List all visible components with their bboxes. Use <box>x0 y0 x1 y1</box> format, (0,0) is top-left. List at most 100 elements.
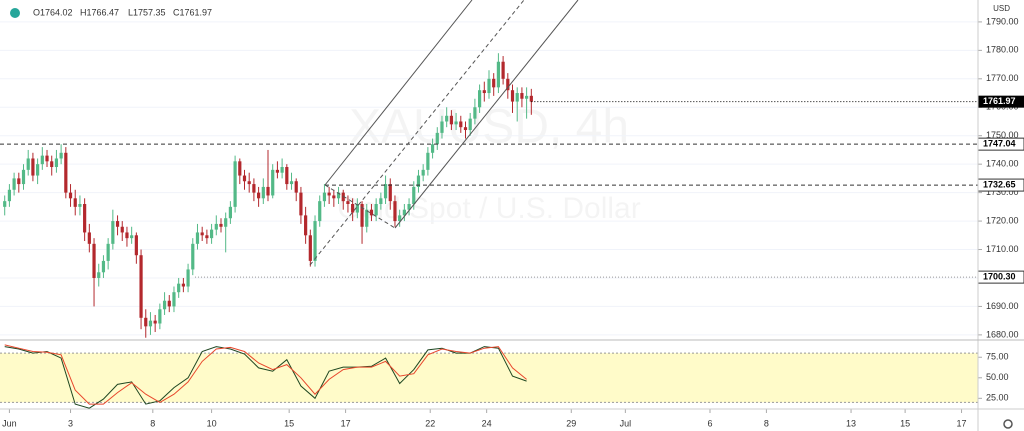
stoch-line <box>4 344 527 405</box>
candle-body <box>12 178 16 190</box>
candle-body <box>21 169 26 185</box>
x-tick-label: Jun <box>2 418 17 428</box>
channel-line <box>324 0 473 186</box>
y-tick-label: 1720.00 <box>986 215 1019 225</box>
candle-body <box>271 169 275 196</box>
price-label: 1747.04 <box>983 139 1016 149</box>
watermark: XAUUSD, 4h <box>349 101 629 154</box>
candle-body <box>318 201 322 222</box>
ohlc-high: H1766.47 <box>80 7 119 17</box>
status-icon[interactable] <box>10 8 20 18</box>
candle-body <box>266 186 270 196</box>
last-price-label: 1761.97 <box>983 96 1016 106</box>
candle-body <box>520 93 524 99</box>
candle-body <box>257 192 261 199</box>
candle-body <box>153 320 157 324</box>
price-label: 1732.65 <box>983 179 1016 189</box>
candle-body <box>510 90 515 102</box>
candle-body <box>177 283 181 293</box>
candle-body <box>515 93 519 102</box>
candle-body <box>87 232 91 244</box>
candle-body <box>167 300 171 307</box>
candle-body <box>205 235 209 239</box>
candle-body <box>294 181 298 193</box>
channel-line <box>394 0 579 229</box>
candle-body <box>195 232 200 244</box>
candle-body <box>130 235 134 239</box>
settings-icon[interactable] <box>1003 419 1013 429</box>
x-tick-label: 6 <box>707 418 712 428</box>
candle-body <box>73 198 77 207</box>
band <box>0 353 978 403</box>
candle-body <box>454 121 458 125</box>
candle-body <box>308 235 312 261</box>
candle-body <box>261 186 265 199</box>
candle-body <box>365 209 369 227</box>
candle-body <box>134 235 138 256</box>
candle-body <box>449 115 453 125</box>
candle-body <box>191 243 195 270</box>
candle-body <box>430 144 435 153</box>
candle-body <box>214 223 218 230</box>
candle-body <box>393 201 397 222</box>
candle-body <box>181 283 185 287</box>
candle-body <box>50 161 54 168</box>
candle-body <box>336 192 341 199</box>
y-tick-label: 75.00 <box>986 352 1009 362</box>
candle-body <box>304 215 308 236</box>
candle-body <box>383 184 388 199</box>
candle-body <box>54 158 59 168</box>
candle-body <box>341 192 345 202</box>
x-tick-label: 3 <box>68 418 73 428</box>
candle-body <box>421 169 425 176</box>
candle-body <box>440 121 444 133</box>
candle-body <box>78 204 82 207</box>
candle-body <box>332 195 336 199</box>
candle-body <box>468 118 472 131</box>
candle-body <box>501 61 505 79</box>
candle-body <box>407 204 411 210</box>
ohlc-open: O1764.02 <box>33 7 73 17</box>
candle-body <box>275 169 280 173</box>
y-tick-label: 1680.00 <box>986 329 1019 339</box>
y-tick-label: 1770.00 <box>986 73 1019 83</box>
y-tick-label: 1750.00 <box>986 130 1019 140</box>
y-tick-label: 1710.00 <box>986 244 1019 254</box>
candle-body <box>233 161 237 207</box>
candle-body <box>322 192 327 202</box>
ohlc-close: C1761.97 <box>173 7 212 17</box>
x-tick-label: Jul <box>620 418 632 428</box>
candle-body <box>40 155 44 165</box>
candle-body <box>3 201 7 207</box>
candle-body <box>487 78 491 94</box>
candle-body <box>17 178 21 185</box>
candle-body <box>45 155 49 162</box>
candle-body <box>125 232 129 239</box>
candle-body <box>463 127 468 131</box>
candle-body <box>402 209 406 216</box>
x-tick-label: 13 <box>846 418 856 428</box>
candle-body <box>459 121 463 128</box>
candle-body <box>120 226 124 233</box>
y-tick-label: 1690.00 <box>986 301 1019 311</box>
candle-body <box>158 309 162 324</box>
x-tick-label: 15 <box>284 418 294 428</box>
candle-body <box>285 167 289 185</box>
y-tick-label: 1780.00 <box>986 45 1019 55</box>
candle-body <box>525 95 529 99</box>
price-label: 1700.30 <box>983 271 1016 281</box>
candle-body <box>351 204 355 213</box>
candle-body <box>200 232 204 236</box>
channel-drawing <box>309 0 579 266</box>
candle-body <box>492 78 496 88</box>
candle-body <box>426 152 430 170</box>
watermark: Gold Spot / U.S. Dollar <box>337 192 640 225</box>
candle-body <box>252 184 256 193</box>
candle-body <box>369 209 374 216</box>
x-tick-label: 29 <box>566 418 576 428</box>
candle-body <box>289 181 294 185</box>
candle-body <box>224 218 228 227</box>
candle-body <box>111 221 115 244</box>
